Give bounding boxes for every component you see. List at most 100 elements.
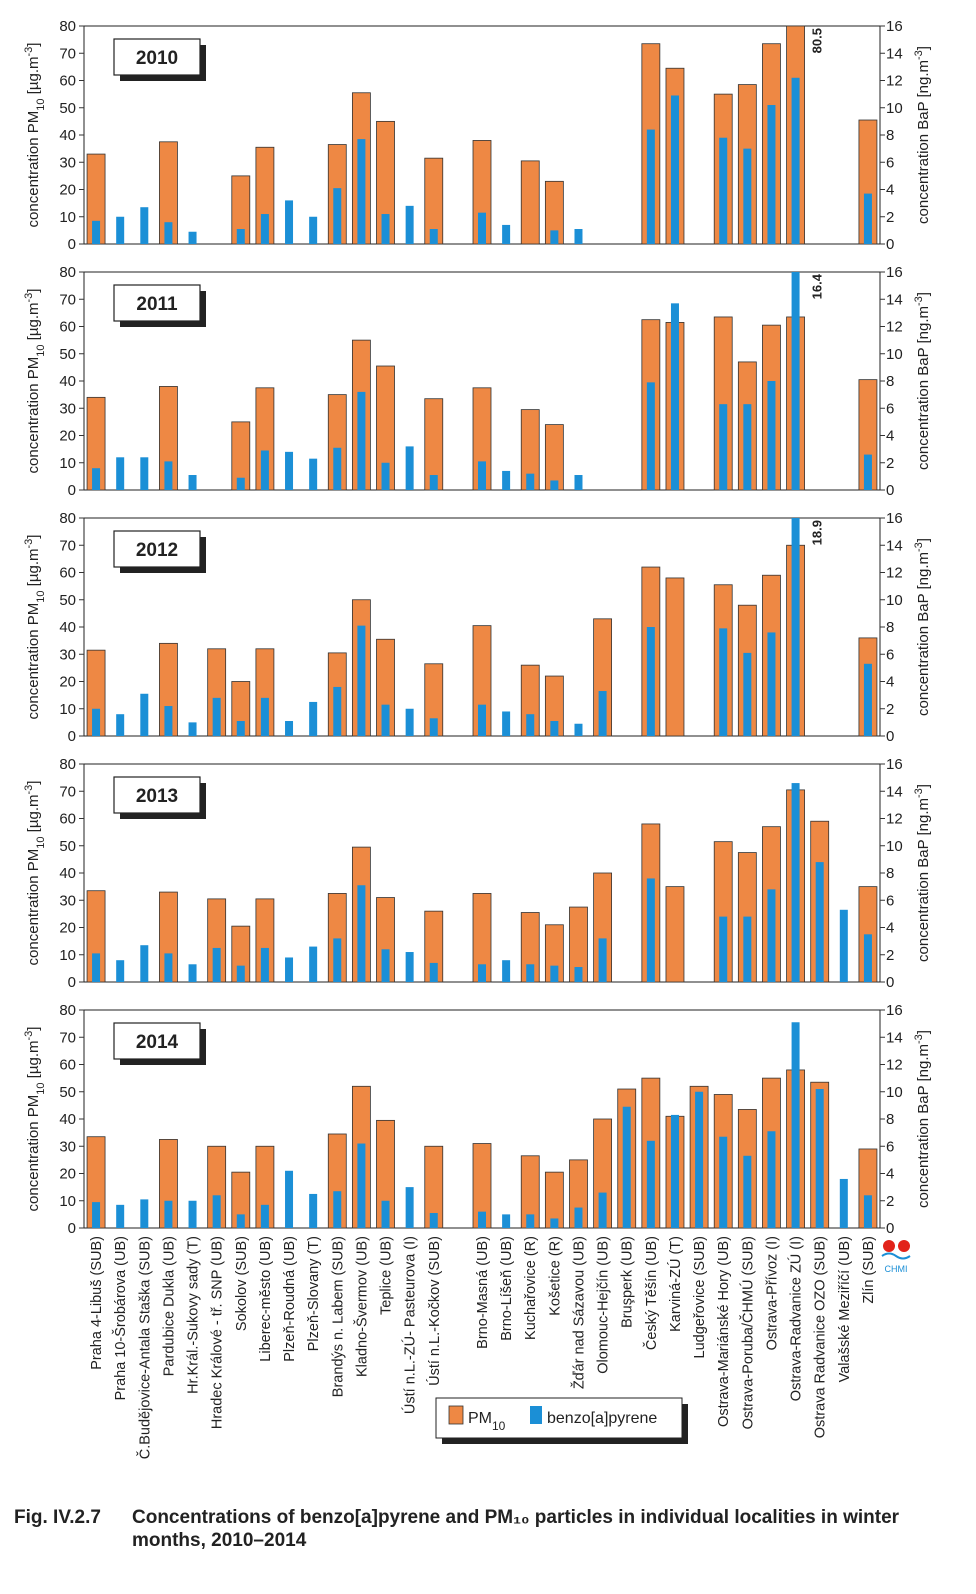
bap-bar [333,188,342,244]
bap-bar [670,303,679,490]
x-category-label: Č.Budějovice-Antala Staška (SUB) [136,1236,153,1459]
bap-bar [405,1187,414,1228]
year-label: 2013 [136,786,178,807]
bap-bar [212,1195,221,1228]
y-left-tick-label: 20 [59,920,76,937]
bap-bar [357,885,366,982]
chart-canvas: 01020304050607080024681012141680.52010co… [23,18,932,1459]
x-category-label: Olomouc-Hejčín (UB) [596,1236,612,1374]
y-right-tick-label: 2 [886,1193,894,1210]
bap-bar [212,697,221,736]
bap-bar [743,1155,752,1228]
x-category-label: Ostrava-Poruba/ČHMÚ (SUB) [739,1236,756,1429]
bap-bar [478,212,486,244]
bap-bar [719,137,728,244]
bap-bar [550,965,559,982]
bap-bar [405,952,414,982]
y-right-tick-label: 0 [886,728,894,745]
bap-bar [574,475,583,490]
bap-bar [646,129,655,244]
bap-bar [767,1131,776,1228]
overflow-value-label: 18.9 [810,520,825,545]
y-left-tick-label: 40 [59,619,76,636]
bap-bar [381,214,390,244]
bap-bar [598,1192,607,1228]
bap-bar [429,229,438,244]
y-left-tick-label: 50 [59,346,76,363]
y-right-tick-label: 6 [886,400,894,417]
y-left-tick-label: 10 [59,1193,76,1210]
y-right-axis-label: concentration BaP [ng.m-3] [913,292,932,470]
y-left-tick-label: 60 [59,811,76,828]
panel-2011: 0 10 20 30 40 50 60 70 80 0 2 4 6 8 10 12 14 16 16.4 2011 [59,264,902,499]
bap-bar [260,697,269,736]
x-category-label: Kladno-Švermov (UB) [353,1236,370,1377]
panel-2014: 0 10 20 30 40 50 60 70 80 0 2 4 6 8 10 12 14 16 2014 [59,1002,902,1237]
x-category-label: Košetice (R) [547,1236,563,1316]
y-right-axis-label: concentration BaP [ng.m-3] [913,784,932,962]
bap-bar [502,1214,511,1228]
bap-bar [309,1193,318,1228]
bap-bar [309,946,318,982]
x-category-label: Ludgeřovice (SUB) [692,1236,708,1359]
y-left-tick-label: 20 [59,1166,76,1183]
year-box [113,1022,201,1060]
pm10-bar [544,424,564,491]
y-left-tick-label: 80 [59,18,76,35]
y-left-tick-label: 0 [68,482,76,499]
bap-bar [550,230,559,244]
y-left-axis-label: concentration PM10 [µg.m-3] [23,1027,47,1212]
bap-bar [719,404,728,490]
bap-bar [381,704,390,736]
bap-bar [478,704,486,736]
x-category-label: Český Těšín (UB) [643,1236,660,1350]
legend-pm10-label: PM10 [468,1410,506,1433]
bap-bar [743,916,752,982]
y-right-tick-label: 0 [886,482,894,499]
bap-bar [285,200,294,244]
bap-bar [260,1204,269,1228]
bap-bar [670,95,679,244]
bap-bar [188,722,197,736]
y-left-tick-label: 80 [59,510,76,527]
bap-bar [646,878,655,982]
y-left-tick-label: 50 [59,592,76,609]
bap-bar [670,1114,679,1228]
bap-bar [236,965,245,982]
x-category-label: Ostrava Radvanice OZO (SUB) [813,1236,829,1438]
year-label: 2012 [136,540,178,561]
y-right-tick-label: 6 [886,154,894,171]
y-left-tick-label: 80 [59,264,76,281]
y-left-tick-label: 40 [59,1111,76,1128]
bap-bar [791,1022,800,1228]
y-left-tick-label: 70 [59,45,76,62]
year-label: 2014 [136,1032,179,1053]
bap-bar [357,391,366,490]
x-category-label: Ostrava-Radvanice ZÚ (I) [788,1236,805,1401]
y-right-tick-label: 0 [886,236,894,253]
bap-bar [743,148,752,244]
bap-bar [598,691,607,736]
y-left-tick-label: 80 [59,756,76,773]
bap-bar [236,1214,245,1228]
bap-bar [791,783,800,982]
bap-bar [767,889,776,982]
bap-bar [357,1143,366,1228]
bap-bar [285,451,294,490]
y-right-tick-label: 12 [886,565,903,582]
y-right-tick-label: 16 [886,510,903,527]
y-left-tick-label: 10 [59,947,76,964]
bap-bar [309,216,318,244]
y-right-tick-label: 2 [886,209,894,226]
bap-bar [285,721,294,736]
x-category-label: Karviná-ZÚ (T) [667,1236,684,1332]
y-left-tick-label: 20 [59,674,76,691]
x-category-label: Pardubice Dukla (UB) [161,1236,177,1376]
year-box [113,284,201,322]
y-right-tick-label: 8 [886,1111,894,1128]
y-left-tick-label: 70 [59,291,76,308]
bap-bar [92,1202,101,1228]
bap-bar [767,632,776,736]
bap-bar [429,718,438,736]
y-left-tick-label: 0 [68,236,76,253]
